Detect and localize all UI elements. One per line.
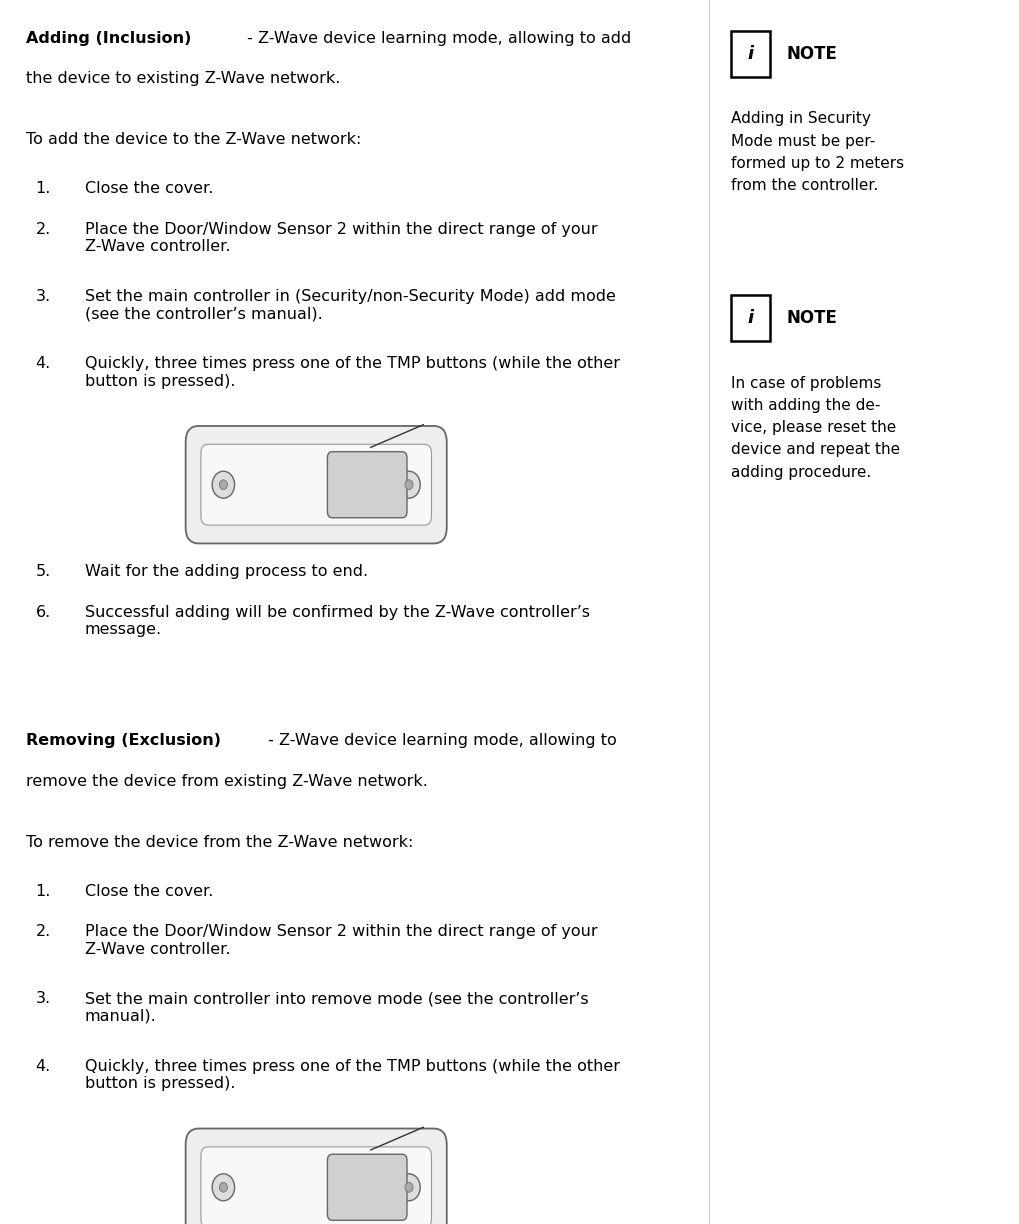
Text: Adding (Inclusion): Adding (Inclusion) [25, 31, 191, 45]
Text: i: i [747, 45, 753, 62]
Text: Close the cover.: Close the cover. [85, 884, 213, 898]
Text: NOTE: NOTE [786, 310, 837, 327]
Text: To add the device to the Z-Wave network:: To add the device to the Z-Wave network: [25, 132, 361, 147]
Text: Place the Door/Window Sensor 2 within the direct range of your
Z-Wave controller: Place the Door/Window Sensor 2 within th… [85, 924, 597, 956]
Text: 2.: 2. [36, 222, 51, 236]
Text: 2.: 2. [36, 924, 51, 939]
Text: NOTE: NOTE [786, 45, 837, 62]
FancyBboxPatch shape [731, 31, 769, 77]
Text: the device to existing Z-Wave network.: the device to existing Z-Wave network. [25, 71, 339, 86]
Circle shape [405, 1182, 413, 1192]
Circle shape [405, 480, 413, 490]
Text: To remove the device from the Z-Wave network:: To remove the device from the Z-Wave net… [25, 835, 413, 849]
Text: 6.: 6. [36, 605, 51, 619]
Circle shape [219, 480, 227, 490]
FancyBboxPatch shape [327, 452, 407, 518]
Text: Close the cover.: Close the cover. [85, 181, 213, 196]
Circle shape [212, 471, 234, 498]
Text: 3.: 3. [36, 991, 51, 1006]
Text: - Z-Wave device learning mode, allowing to add: - Z-Wave device learning mode, allowing … [242, 31, 631, 45]
Text: - Z-Wave device learning mode, allowing to: - Z-Wave device learning mode, allowing … [263, 733, 616, 748]
Text: Wait for the adding process to end.: Wait for the adding process to end. [85, 564, 368, 579]
Circle shape [397, 471, 420, 498]
Text: Quickly, three times press one of the TMP buttons (while the other
button is pre: Quickly, three times press one of the TM… [85, 1059, 620, 1091]
Text: In case of problems
with adding the de-
vice, please reset the
device and repeat: In case of problems with adding the de- … [731, 376, 900, 480]
FancyBboxPatch shape [185, 1129, 446, 1224]
Text: Set the main controller in (Security/non-Security Mode) add mode
(see the contro: Set the main controller in (Security/non… [85, 289, 614, 321]
Text: remove the device from existing Z-Wave network.: remove the device from existing Z-Wave n… [25, 774, 427, 788]
Text: Removing (Exclusion): Removing (Exclusion) [25, 733, 220, 748]
Text: TMP
button: TMP button [398, 426, 447, 458]
Circle shape [219, 1182, 227, 1192]
Circle shape [397, 1174, 420, 1201]
Text: Adding in Security
Mode must be per-
formed up to 2 meters
from the controller.: Adding in Security Mode must be per- for… [731, 111, 904, 193]
Text: 4.: 4. [36, 356, 51, 371]
Text: i: i [747, 310, 753, 327]
Text: Place the Door/Window Sensor 2 within the direct range of your
Z-Wave controller: Place the Door/Window Sensor 2 within th… [85, 222, 597, 253]
Text: Successful adding will be confirmed by the Z-Wave controller’s
message.: Successful adding will be confirmed by t… [85, 605, 589, 636]
Circle shape [212, 1174, 234, 1201]
Text: 4.: 4. [36, 1059, 51, 1073]
Text: 1.: 1. [36, 884, 51, 898]
FancyBboxPatch shape [731, 295, 769, 341]
Text: 3.: 3. [36, 289, 51, 304]
FancyBboxPatch shape [185, 426, 446, 543]
Text: 5.: 5. [36, 564, 51, 579]
Text: Quickly, three times press one of the TMP buttons (while the other
button is pre: Quickly, three times press one of the TM… [85, 356, 620, 388]
FancyBboxPatch shape [327, 1154, 407, 1220]
FancyBboxPatch shape [201, 1147, 431, 1224]
Text: Set the main controller into remove mode (see the controller’s
manual).: Set the main controller into remove mode… [85, 991, 588, 1023]
Text: 1.: 1. [36, 181, 51, 196]
Text: TMP
button: TMP button [398, 1129, 447, 1160]
FancyBboxPatch shape [201, 444, 431, 525]
